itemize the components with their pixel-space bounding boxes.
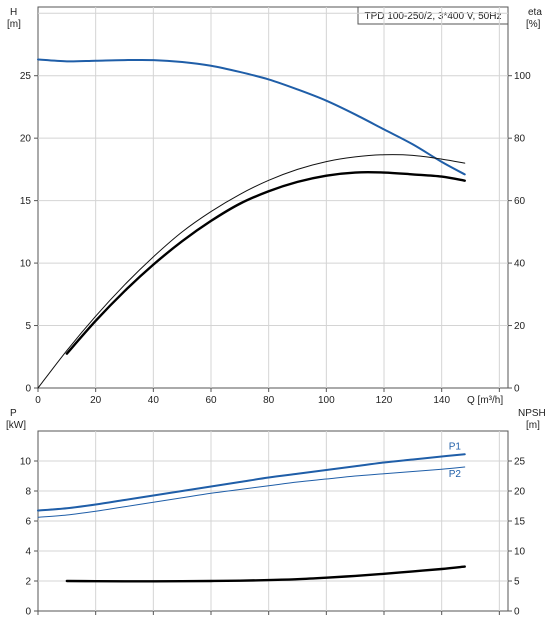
x-tick-label: 80 — [263, 395, 275, 406]
left-tick-label: 6 — [25, 517, 31, 528]
bottom-panel: 0 2 4 6 8 10 0 5 10 15 20 25 P [kW] NPSH [m] P1 P2 — [6, 408, 546, 618]
h-axis-unit: [m] — [7, 19, 21, 30]
bottom-x-ticks — [37, 611, 500, 615]
top-x-ticks: 0 20 40 60 80 100 120 140 — [35, 388, 500, 406]
h-curve — [37, 58, 466, 176]
right-tick-label: 10 — [514, 547, 526, 558]
x-tick-label: 100 — [318, 395, 335, 406]
left-tick-label: 4 — [25, 547, 31, 558]
x-tick-label: 0 — [35, 395, 41, 406]
right-tick-label: 100 — [514, 71, 531, 82]
right-tick-label: 60 — [514, 196, 526, 207]
npsh-axis-label: NPSH — [518, 408, 546, 419]
left-tick-label: 20 — [20, 134, 32, 145]
eta-axis-label: eta — [528, 7, 542, 18]
right-tick-label: 15 — [514, 517, 526, 528]
npsh-axis-unit: [m] — [526, 420, 540, 431]
right-tick-label: 5 — [514, 577, 520, 588]
left-tick-label: 10 — [20, 457, 32, 468]
right-tick-label: 0 — [514, 607, 520, 618]
header-title: TPD 100-250/2, 3*400 V, 50Hz — [365, 11, 502, 22]
right-tick-label: 80 — [514, 134, 526, 145]
bottom-grid — [38, 431, 508, 611]
right-tick-label: 40 — [514, 259, 526, 270]
q-axis-label: Q [m³/h] — [467, 395, 503, 406]
left-tick-label: 15 — [20, 196, 32, 207]
right-tick-label: 25 — [514, 457, 526, 468]
p2-series-label: P2 — [449, 469, 462, 480]
x-tick-label: 40 — [148, 395, 160, 406]
top-series — [37, 58, 466, 389]
npsh-curve — [65, 565, 466, 583]
p-axis-unit: [kW] — [6, 420, 26, 431]
left-tick-label: 8 — [25, 487, 31, 498]
bottom-right-ticks: 0 5 10 15 20 25 — [508, 457, 526, 618]
right-tick-label: 20 — [514, 321, 526, 332]
h-axis-label: H — [10, 7, 17, 18]
left-tick-label: 0 — [25, 607, 31, 618]
top-panel-frame — [37, 6, 509, 389]
left-tick-label: 5 — [25, 321, 31, 332]
x-tick-label: 60 — [205, 395, 217, 406]
p-axis-label: P — [10, 408, 17, 419]
eta-bold-curve — [65, 171, 466, 355]
bottom-series — [37, 453, 466, 583]
top-right-ticks: 0 20 40 60 80 100 — [508, 71, 531, 395]
bottom-left-ticks: 0 2 4 6 8 10 — [20, 457, 38, 618]
right-tick-label: 0 — [514, 384, 520, 395]
left-tick-label: 25 — [20, 71, 32, 82]
left-tick-label: 2 — [25, 577, 31, 588]
eta-thin-curve — [37, 154, 466, 389]
eta-axis-unit: [%] — [526, 19, 541, 30]
p1-series-label: P1 — [449, 441, 462, 452]
left-tick-label: 10 — [20, 259, 32, 270]
top-panel: 0 5 10 15 20 25 0 20 40 60 80 100 0 20 40 60 80 100 120 1… — [7, 6, 542, 406]
x-tick-label: 140 — [433, 395, 450, 406]
x-tick-label: 20 — [90, 395, 102, 406]
p2-curve — [37, 466, 466, 518]
right-tick-label: 20 — [514, 487, 526, 498]
left-tick-label: 0 — [25, 384, 31, 395]
x-tick-label: 120 — [376, 395, 393, 406]
top-left-ticks: 0 5 10 15 20 25 — [20, 71, 38, 395]
top-grid — [38, 7, 508, 388]
p1-curve — [37, 453, 466, 512]
